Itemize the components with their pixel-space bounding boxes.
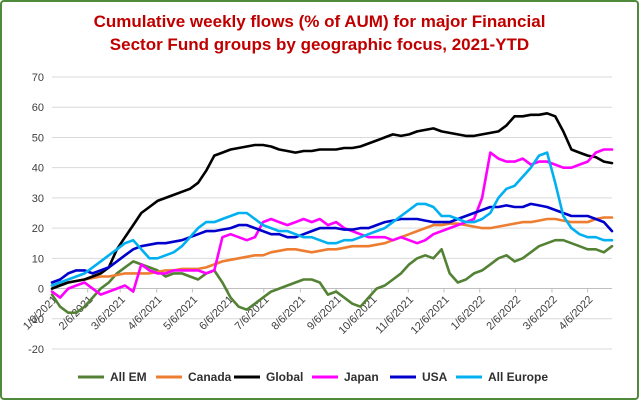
series-line-global — [50, 112, 614, 290]
x-axis: 1/6/20212/6/20213/6/20214/6/20215/6/2021… — [21, 288, 596, 337]
x-tick-label: 10/6/2021 — [336, 294, 379, 337]
legend-label: All Europe — [488, 370, 548, 384]
x-tick-label: 5/6/2021 — [161, 294, 200, 333]
y-tick-label: 10 — [32, 253, 44, 265]
chart-title: Cumulative weekly flows (% of AUM) for m… — [0, 10, 639, 56]
y-tick-label: 0 — [38, 284, 44, 296]
chart-title-line-1: Cumulative weekly flows (% of AUM) for m… — [93, 12, 546, 31]
legend: All EM Canada Global Japan USA All Europe — [78, 370, 548, 384]
legend-label: USA — [422, 370, 448, 384]
x-tick-label: 6/6/2021 — [197, 294, 236, 333]
y-axis: -20 -10 0 10 20 30 40 50 60 70 — [28, 72, 44, 356]
y-tick-label: -20 — [28, 344, 44, 356]
y-tick-label: 70 — [32, 72, 44, 84]
series-line-usa — [50, 202, 614, 284]
x-tick-label: 7/6/2021 — [233, 294, 272, 333]
legend-label: All EM — [110, 370, 147, 384]
y-tick-label: -10 — [28, 314, 44, 326]
gridlines — [52, 76, 612, 350]
x-tick-label: 2/6/2022 — [484, 294, 523, 333]
x-tick-label: 1/6/2022 — [449, 294, 488, 333]
chart-title-line-2: Sector Fund groups by geographic focus, … — [109, 35, 530, 54]
y-tick-label: 50 — [32, 132, 44, 144]
x-tick-label: 4/6/2022 — [557, 294, 596, 333]
y-tick-label: 20 — [32, 223, 44, 235]
x-tick-label: 8/6/2021 — [269, 294, 308, 333]
x-tick-label: 3/6/2022 — [521, 294, 560, 333]
y-tick-label: 40 — [32, 163, 44, 175]
legend-label: Japan — [344, 370, 379, 384]
x-tick-label: 4/6/2021 — [126, 294, 165, 333]
legend-label: Global — [266, 370, 303, 384]
x-tick-label: 12/6/2021 — [409, 294, 452, 337]
y-tick-label: 30 — [32, 193, 44, 205]
series-lines — [50, 112, 614, 315]
series-line-all-europe — [50, 151, 614, 287]
series-line-japan — [50, 148, 614, 299]
legend-label: Canada — [188, 370, 232, 384]
y-tick-label: 60 — [32, 102, 44, 114]
series-line-canada — [50, 216, 614, 287]
x-tick-label: 3/6/2021 — [89, 294, 128, 333]
